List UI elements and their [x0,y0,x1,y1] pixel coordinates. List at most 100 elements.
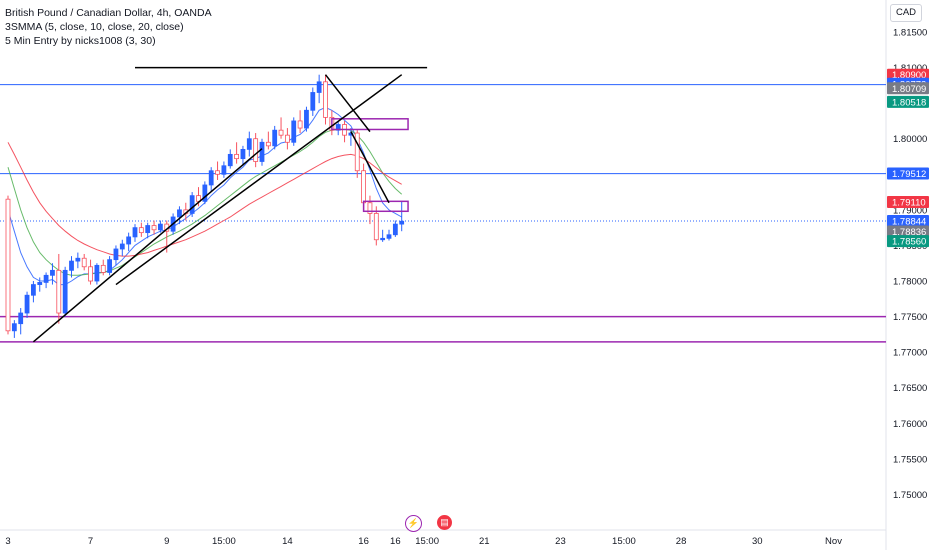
candle-body [278,129,284,136]
candle-body [69,260,74,271]
y-tick-label: 1.77500 [893,312,927,323]
price-tag-label: 1.79512 [892,169,926,180]
candle-body [43,274,49,283]
candle-body [75,257,81,262]
x-tick-label: 3 [5,536,10,547]
chart-legend: British Pound / Canadian Dollar, 4h, OAN… [5,6,212,48]
price-tag-label: 1.80900 [892,70,926,81]
price-tag-label: 1.78844 [892,216,926,227]
candle-body [215,170,220,175]
candle-body [157,223,163,231]
candle-body [107,259,112,273]
candle-body [37,282,43,285]
candle-body [265,141,271,147]
candle-body [126,236,132,245]
candle-body [246,138,252,150]
price-tag-label: 1.79110 [892,198,926,209]
candle-body [386,234,392,239]
candle-body [100,264,106,273]
candle-body [189,195,195,214]
candle-body [132,227,138,238]
candle-body [151,225,157,231]
trend-line [115,74,403,286]
y-tick-label: 1.76500 [893,383,927,394]
y-tick-label: 1.76000 [893,419,927,430]
price-tag [887,68,929,81]
x-tick-label: 23 [555,536,566,547]
indicator-smma[interactable]: 3SMMA (5, close, 10, close, 20, close) [5,21,184,33]
currency-button[interactable]: CAD [890,4,922,22]
y-tick-label: 1.81500 [893,28,927,39]
x-tick-label: 7 [88,536,93,547]
trend-line [32,148,263,343]
x-tick-label: 16 [358,536,369,547]
flag-icon[interactable]: ▤ [437,515,452,530]
y-tick-label: 1.79000 [893,205,927,216]
candle-body [380,237,386,241]
candle-body [354,132,360,172]
candle-body [202,184,208,202]
price-tag [887,95,929,108]
candle-body [367,202,373,214]
price-tag [887,225,929,238]
candle-body [253,138,259,162]
candle-body [88,266,93,282]
candle-body [62,269,68,314]
candle-body [234,153,240,160]
candle-body [323,81,328,118]
candle-body [284,134,290,143]
candle-body [373,213,379,241]
candle-body [11,323,17,332]
candle-body [208,170,214,186]
price-tag-label: 1.80709 [892,84,926,95]
lightning-icon[interactable]: ⚡ [405,515,422,532]
x-tick-label: Nov [825,536,842,547]
candle-body [291,120,297,143]
y-tick-label: 1.75000 [893,490,927,501]
candle-body [94,264,100,282]
zone-rectangle [362,200,409,213]
price-tag-label: 1.78836 [892,227,926,238]
trend-line [324,74,371,133]
candle-body [81,257,87,268]
candle-body [119,243,125,250]
candle-body [221,165,227,175]
x-tick-label: 9 [164,536,169,547]
indicator-entry[interactable]: 5 Min Entry by nicks1008 (3, 30) [5,35,156,47]
y-tick-label: 1.78000 [893,277,927,288]
price-tag-label: 1.80518 [892,97,926,108]
x-tick-label: 15:00 [415,536,439,547]
moving-average-line [7,142,402,257]
candle-body [361,170,367,204]
candle-body [56,269,62,314]
price-tag-label: 1.78560 [892,237,926,248]
candle-body [392,223,398,236]
candle-body [113,248,119,261]
price-tag [887,235,929,248]
candle-body [227,153,233,167]
candle-body [145,225,151,234]
candle-body [259,141,265,162]
candle-body [24,294,30,314]
price-tag [887,82,929,95]
x-tick-label: 14 [282,536,293,547]
candle-body [50,269,55,276]
y-tick-label: 1.75500 [893,454,927,465]
y-tick-label: 1.77000 [893,348,927,359]
x-tick-label: 16 [390,536,401,547]
candle-body [240,148,246,160]
candle-body [30,284,36,296]
zone-rectangle [331,118,409,131]
candle-body [310,92,316,111]
y-tick-label: 1.81000 [893,63,927,74]
candle-body [399,220,405,225]
price-tag [887,196,929,209]
candle-body [196,195,201,202]
x-tick-label: 28 [676,536,687,547]
candle-body [272,129,278,147]
x-tick-label: 30 [752,536,763,547]
x-tick-label: 21 [479,536,490,547]
symbol-title: British Pound / Canadian Dollar, 4h, OAN… [5,7,212,19]
